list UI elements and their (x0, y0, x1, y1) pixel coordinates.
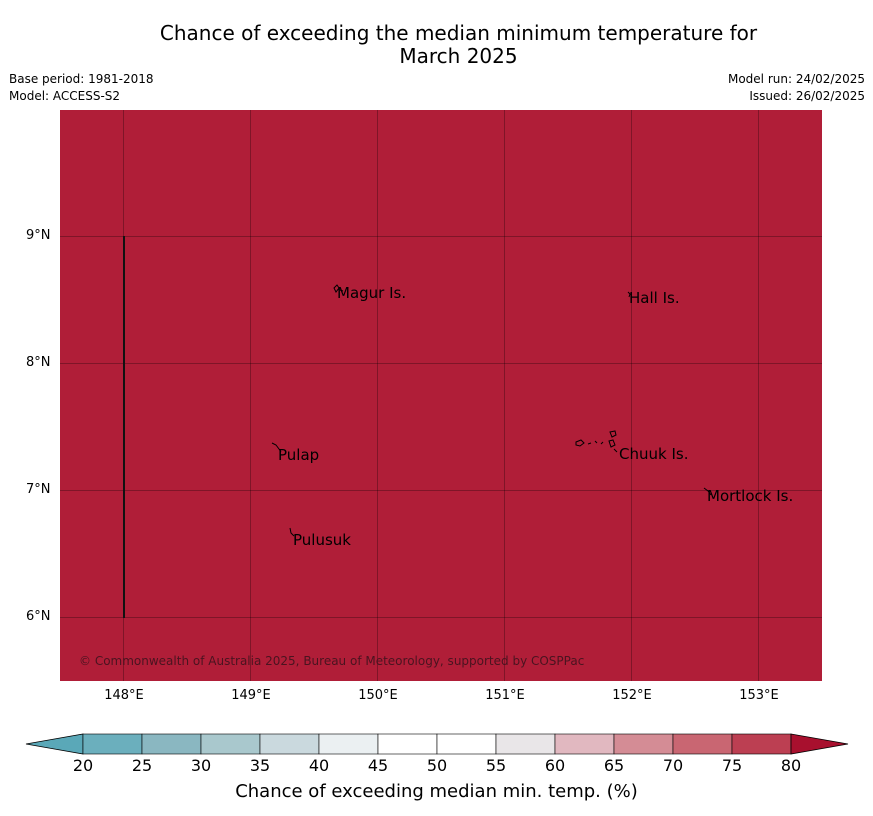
place-label-chuuk: Chuuk Is. (619, 445, 689, 463)
colorbar-tick-50: 50 (426, 756, 448, 775)
meta-left: Base period: 1981-2018 Model: ACCESS-S2 (9, 71, 154, 105)
colorbar-extend-low (25, 733, 84, 755)
colorbar-segment (672, 733, 733, 755)
colorbar-tick-30: 30 (190, 756, 212, 775)
colorbar-label: Chance of exceeding median min. temp. (%… (235, 781, 638, 802)
place-label-mortlock: Mortlock Is. (707, 487, 794, 505)
lon-label-149e: 149°E (231, 688, 271, 703)
model-name: Model: ACCESS-S2 (9, 89, 121, 103)
lat-label-7n: 7°N (26, 482, 51, 497)
colorbar-tick-80: 80 (780, 756, 802, 775)
place-label-pulusuk: Pulusuk (293, 531, 351, 549)
title-line-2: March 2025 (399, 44, 518, 68)
lon-label-152e: 152°E (612, 688, 652, 703)
colorbar-tick-55: 55 (485, 756, 507, 775)
pulusuk-island-shape (289, 527, 295, 537)
gridline-lat-9 (60, 236, 822, 237)
lat-label-8n: 8°N (26, 355, 51, 370)
colorbar-segment (731, 733, 792, 755)
colorbar-segment (318, 733, 379, 755)
colorbar-tick-20: 20 (72, 756, 94, 775)
chart-title: Chance of exceeding the median minimum t… (60, 22, 857, 68)
mortlock-island-shape (703, 487, 712, 496)
colorbar-extend-high (790, 733, 849, 755)
pulap-island-shape (271, 442, 282, 453)
copyright-notice: © Commonwealth of Australia 2025, Bureau… (79, 654, 585, 668)
colorbar-tick-25: 25 (131, 756, 153, 775)
colorbar-segment (141, 733, 202, 755)
magur-island-shape (333, 284, 344, 293)
colorbar-segment (613, 733, 674, 755)
colorbar-segment (495, 733, 556, 755)
colorbar-tick-60: 60 (544, 756, 566, 775)
chuuk-island-shape (575, 430, 618, 453)
base-period: Base period: 1981-2018 (9, 72, 154, 86)
lat-label-9n: 9°N (26, 228, 51, 243)
colorbar-segment (82, 733, 143, 755)
colorbar-segment (436, 733, 497, 755)
lon-label-150e: 150°E (358, 688, 398, 703)
map-panel: Magur Is. Hall Is. Pulap Chuuk Is. Mortl… (60, 110, 822, 681)
colorbar-tick-40: 40 (308, 756, 330, 775)
colorbar-segment (200, 733, 261, 755)
lat-label-6n: 6°N (26, 609, 51, 624)
lon-label-153e: 153°E (739, 688, 779, 703)
issued-date: Issued: 26/02/2025 (749, 89, 865, 103)
gridline-lon-149 (250, 110, 251, 681)
gridline-lat-7 (60, 490, 822, 491)
place-label-hall: Hall Is. (629, 289, 680, 307)
title-line-1: Chance of exceeding the median minimum t… (159, 21, 758, 45)
colorbar-tick-75: 75 (721, 756, 743, 775)
gridline-lon-151 (504, 110, 505, 681)
colorbar-segment (554, 733, 615, 755)
gridline-lat-8 (60, 363, 822, 364)
colorbar-segment (259, 733, 320, 755)
lon-label-148e: 148°E (104, 688, 144, 703)
place-label-magur: Magur Is. (337, 284, 407, 302)
colorbar (25, 733, 849, 755)
gridline-lon-153 (758, 110, 759, 681)
model-run: Model run: 24/02/2025 (727, 72, 865, 86)
colorbar-segment (377, 733, 438, 755)
gridline-lat-6 (60, 617, 822, 618)
lon-label-151e: 151°E (485, 688, 525, 703)
colorbar-tick-65: 65 (603, 756, 625, 775)
gridline-lon-152 (631, 110, 632, 681)
hall-island-shape (627, 291, 631, 298)
boundary-line (123, 236, 125, 618)
place-label-pulap: Pulap (278, 446, 320, 464)
meta-right: Model run: 24/02/2025 Issued: 26/02/2025 (728, 71, 865, 105)
gridline-lon-150 (377, 110, 378, 681)
colorbar-tick-70: 70 (662, 756, 684, 775)
colorbar-tick-45: 45 (367, 756, 389, 775)
colorbar-tick-35: 35 (249, 756, 271, 775)
